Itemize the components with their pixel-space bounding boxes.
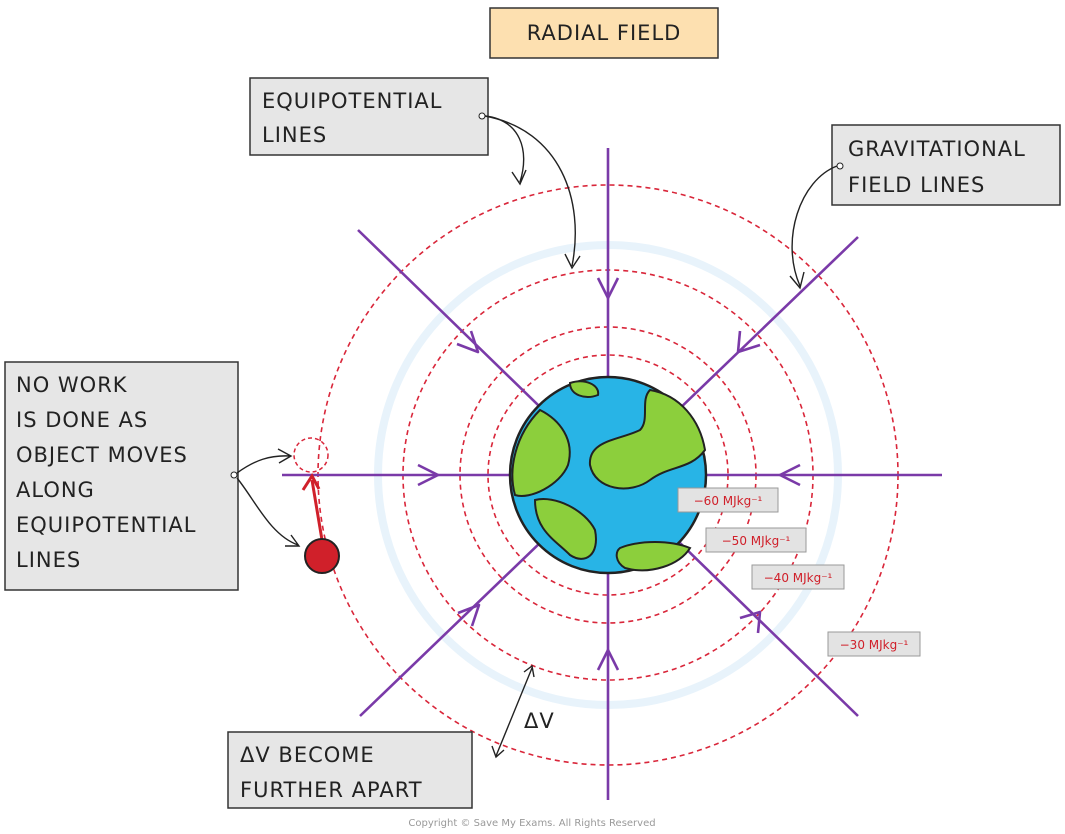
- label-line: LINES: [262, 123, 327, 147]
- pin: [231, 472, 237, 478]
- diagram: RADIAL FIELD EQUIPOTENTIAL LINES GRAVITA…: [0, 0, 1065, 834]
- title: RADIAL FIELD: [527, 21, 682, 45]
- label-line: LINES: [16, 548, 81, 572]
- potential-label: −40 MJkg⁻¹: [764, 571, 833, 585]
- pin: [479, 113, 485, 119]
- pointer: [237, 449, 299, 546]
- label-line: NO WORK: [16, 373, 128, 397]
- object: [305, 539, 339, 573]
- label-line: OBJECT MOVES: [16, 443, 188, 467]
- pin: [837, 163, 843, 169]
- label-line: EQUIPOTENTIAL: [262, 89, 442, 113]
- label-line: ALONG: [16, 478, 95, 502]
- label-line: ΔV BECOME: [240, 743, 375, 767]
- label-line: EQUIPOTENTIAL: [16, 513, 196, 537]
- copyright: Copyright © Save My Exams. All Rights Re…: [408, 818, 655, 829]
- label-line: IS DONE AS: [16, 408, 148, 432]
- label-line: GRAVITATIONAL: [848, 137, 1026, 161]
- label-line: FIELD LINES: [848, 173, 985, 197]
- delta-v: ΔV: [524, 709, 555, 733]
- potential-label: −50 MJkg⁻¹: [722, 534, 791, 548]
- label-line: FURTHER APART: [240, 778, 423, 802]
- object-ghost: [294, 438, 328, 472]
- potential-label: −30 MJkg⁻¹: [840, 638, 909, 652]
- earth: [510, 377, 706, 573]
- potential-label: −60 MJkg⁻¹: [694, 494, 763, 508]
